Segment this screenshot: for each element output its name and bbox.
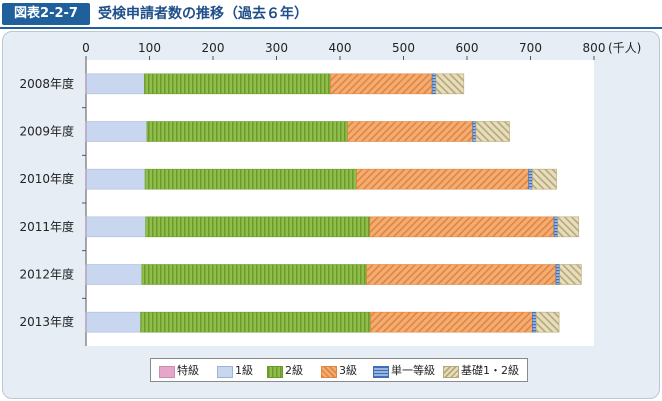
bar-segment <box>431 73 437 95</box>
bar-segment <box>532 311 537 333</box>
x-tick-label: 100 <box>138 41 161 55</box>
bar-segment <box>86 73 145 95</box>
legend-label-ikkyu: 1級 <box>235 364 253 377</box>
legend-swatch-tokkyu <box>159 366 175 378</box>
bar-segment <box>472 121 477 142</box>
bar-segment <box>86 168 146 190</box>
bar-segment <box>86 121 148 142</box>
bar-segment <box>555 264 561 285</box>
x-tick-label: 0 <box>82 41 90 55</box>
bar-segment <box>535 311 560 333</box>
bar-segment <box>330 73 433 95</box>
bars <box>85 73 582 333</box>
header-rule <box>0 27 662 29</box>
category-label: 2013年度 <box>19 314 74 329</box>
plot-area <box>85 60 594 346</box>
legend-label-kiso: 基礎1・2級 <box>461 364 519 377</box>
bar-segment <box>347 121 474 142</box>
bar-segment <box>145 216 371 238</box>
bar-segment <box>435 73 465 95</box>
x-tick-label: 700 <box>519 41 542 55</box>
bar-segment <box>553 216 559 238</box>
bar-segment <box>141 264 367 285</box>
bar-segment <box>140 311 371 333</box>
legend-swatch-nikyu <box>267 366 283 378</box>
category-label: 2009年度 <box>19 124 74 139</box>
bar-segment <box>146 121 348 142</box>
x-tick-label: 600 <box>456 41 479 55</box>
category-label: 2008年度 <box>19 76 74 91</box>
plot-background <box>86 60 594 346</box>
legend-label-tokkyu: 特級 <box>177 364 199 377</box>
bar-segment <box>557 216 580 238</box>
unit-label: (千人) <box>608 41 641 55</box>
legend-swatch-sankyu <box>321 366 337 378</box>
x-tick-label: 500 <box>392 41 415 55</box>
category-label: 2012年度 <box>19 267 74 282</box>
bar-segment <box>370 311 533 333</box>
figure-header: 図表2-2-7 受検申請者数の推移（過去６年） <box>0 0 662 30</box>
bar-segment <box>356 168 529 190</box>
bar-segment <box>144 73 331 95</box>
figure-title: 受検申請者数の推移（過去６年） <box>98 6 308 22</box>
category-label: 2011年度 <box>19 219 74 234</box>
bar-segment <box>528 168 533 190</box>
figure-badge: 図表2-2-7 <box>2 3 90 25</box>
bar-segment <box>144 168 357 190</box>
y-axis: 2008年度 2009年度 2010年度 2011年度 2012年度 2013年度 <box>19 76 86 329</box>
legend: 特級 1級 2級 3級 単一等級 基礎1・2級 <box>150 358 528 382</box>
bar-segment <box>86 216 146 238</box>
legend-label-nikyu: 2級 <box>285 364 303 377</box>
bar-segment <box>366 264 557 285</box>
legend-label-sankyu: 3級 <box>339 364 357 377</box>
bar-segment <box>532 168 557 190</box>
legend-swatch-tanitsu <box>373 366 389 378</box>
x-tick-label: 400 <box>329 41 352 55</box>
bar-segment <box>86 264 143 285</box>
bar-segment <box>475 121 510 142</box>
x-tick-label: 200 <box>202 41 225 55</box>
x-axis: 0 100 200 300 400 500 600 700 800 (千人) <box>82 41 641 60</box>
bar-segment <box>369 216 555 238</box>
legend-label-tanitsu: 単一等級 <box>391 364 435 377</box>
bar-segment <box>559 264 582 285</box>
legend-swatch-kiso <box>443 366 459 378</box>
x-tick-label: 800 <box>583 41 606 55</box>
x-tick-label: 300 <box>265 41 288 55</box>
category-label: 2010年度 <box>19 171 74 186</box>
legend-swatch-ikkyu <box>217 366 233 378</box>
bar-segment <box>86 311 141 333</box>
